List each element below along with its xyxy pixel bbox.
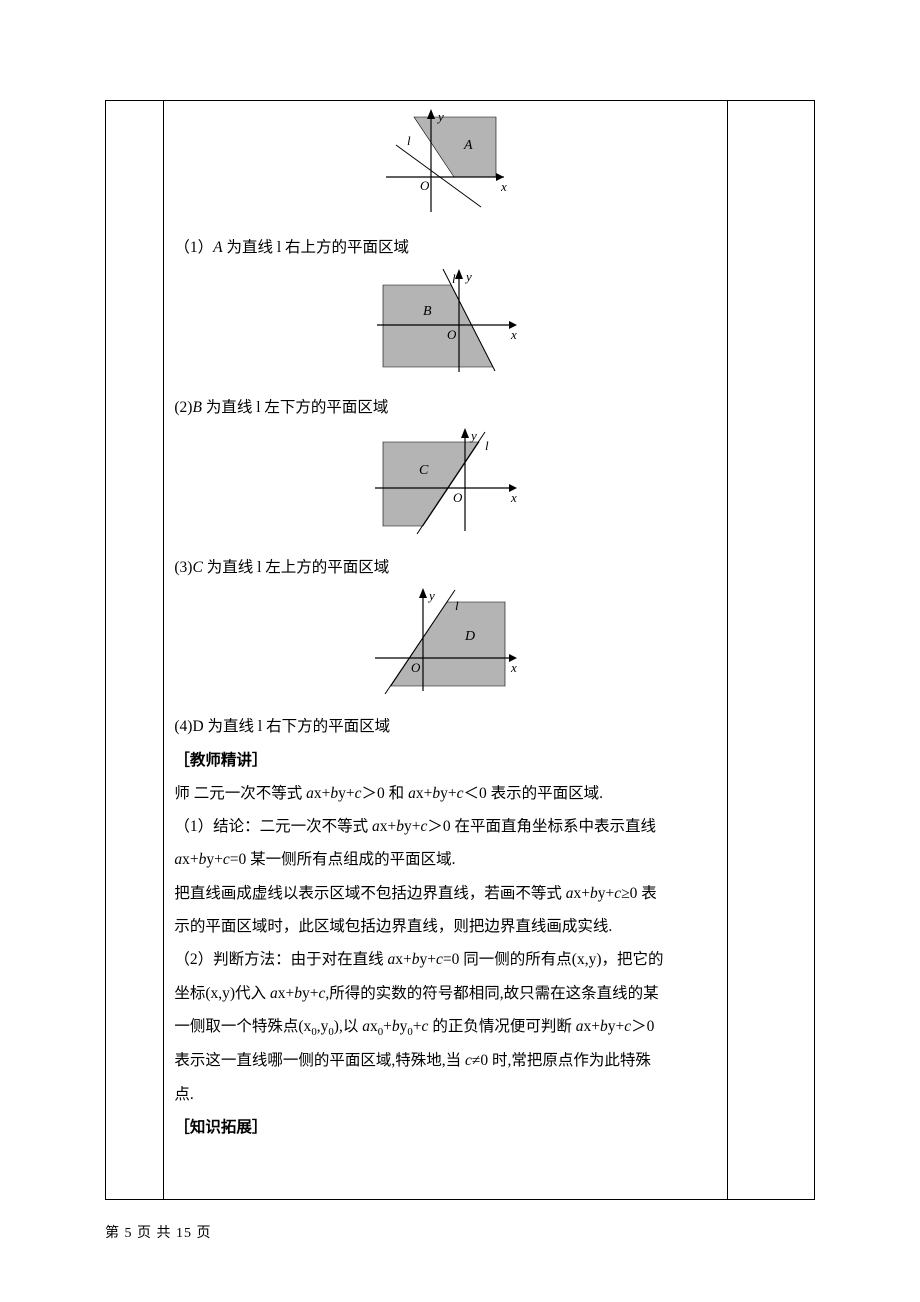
t2: ＞0 和: [362, 785, 409, 802]
para2: ax+by+c=0 某一侧所有点组成的平面区域.: [174, 843, 717, 876]
p3a: 把直线画成虚线以表示区域不包括边界直线，若画不等式: [174, 885, 565, 902]
y-label: y: [427, 588, 435, 603]
p7b: ,y: [317, 1018, 329, 1035]
p7d: 的正负情况便可判断: [428, 1018, 575, 1035]
t1: 师 二元一次不等式: [174, 785, 306, 802]
page: y x O l A （1）A 为直线 l 右上方的平面区域 y x O l B …: [0, 0, 920, 1302]
para6: 坐标(x,y)代入 ax+by+c,所得的实数的符号都相同,故只需在这条直线的某: [174, 977, 717, 1010]
region-label: A: [463, 138, 473, 153]
caption-c: (3)C 为直线 l 左上方的平面区域: [174, 551, 717, 584]
footer-a: 第: [105, 1226, 120, 1241]
figure-a: y x O l A: [174, 107, 717, 229]
line-shi: 师 二元一次不等式 ax+by+c＞0 和 ax+by+c＜0 表示的平面区域.: [174, 777, 717, 810]
p7c: ),以: [334, 1018, 362, 1035]
y-label: y: [464, 269, 472, 284]
caption-c-var: C: [192, 559, 202, 576]
right-margin-cell: [727, 101, 814, 1200]
caption-b-text: 为直线 l 左下方的平面区域: [202, 399, 388, 416]
x-label: x: [510, 490, 517, 505]
content-body: y x O l A （1）A 为直线 l 右上方的平面区域 y x O l B …: [174, 107, 717, 1144]
para4: 示的平面区域时，此区域包括边界直线，则把边界直线画成实线.: [174, 910, 717, 943]
region-label: C: [419, 463, 429, 478]
caption-d-text: 为直线 l 右下方的平面区域: [204, 718, 390, 735]
line-label: l: [485, 438, 489, 453]
content-table: y x O l A （1）A 为直线 l 右上方的平面区域 y x O l B …: [105, 100, 815, 1200]
para7: 一侧取一个特殊点(x0,y0),以 ax0+by0+c 的正负情况便可判断 ax…: [174, 1010, 717, 1044]
t3: ＜0 表示的平面区域.: [463, 785, 603, 802]
region-a-shape: [414, 117, 496, 177]
figure-d-svg: y x O l D: [367, 586, 525, 696]
origin-label: O: [411, 660, 421, 675]
p6b: ,所得的实数的符号都相同,故只需在这条直线的某: [325, 985, 658, 1002]
p6a: 坐标(x,y)代入: [174, 985, 270, 1002]
figure-b: y x O l B: [174, 267, 717, 389]
p1b: ＞0 在平面直角坐标系中表示直线: [427, 818, 656, 835]
origin-label: O: [420, 178, 430, 193]
origin-label: O: [447, 327, 457, 342]
section-teacher: ［教师精讲］: [174, 744, 717, 777]
para1: （1）结论：二元一次不等式 ax+by+c＞0 在平面直角坐标系中表示直线: [174, 810, 717, 843]
main-cell: y x O l A （1）A 为直线 l 右上方的平面区域 y x O l B …: [164, 101, 728, 1200]
line-label: l: [452, 271, 456, 286]
region-label: B: [423, 304, 432, 319]
x-label: x: [510, 660, 517, 675]
caption-d-prefix: (4): [174, 718, 192, 735]
para3: 把直线画成虚线以表示区域不包括边界直线，若画不等式 ax+by+c≥0 表: [174, 877, 717, 910]
caption-a: （1）A 为直线 l 右上方的平面区域: [174, 231, 717, 264]
footer-c: 页: [197, 1226, 212, 1241]
y-arrow: [461, 428, 469, 438]
line-label: l: [407, 133, 411, 148]
p1a: （1）结论：二元一次不等式: [174, 818, 372, 835]
y-label: y: [469, 428, 477, 443]
caption-c-text: 为直线 l 左上方的平面区域: [203, 559, 389, 576]
para5: （2）判断方法：由于对在直线 ax+by+c=0 同一侧的所有点(x,y)，把它…: [174, 943, 717, 976]
caption-d-var: D: [192, 718, 203, 735]
caption-d: (4)D 为直线 l 右下方的平面区域: [174, 710, 717, 743]
page-footer: 第 5 页 共 15 页: [105, 1219, 212, 1250]
p5b: =0 同一侧的所有点(x,y)，把它的: [443, 951, 664, 968]
p2a: =0 某一侧所有点组成的平面区域.: [230, 851, 456, 868]
y-arrow: [455, 269, 463, 279]
p7a: 一侧取一个特殊点(x: [174, 1018, 311, 1035]
region-label: D: [464, 629, 475, 644]
p5a: （2）判断方法：由于对在直线: [174, 951, 387, 968]
figure-d: y x O l D: [174, 586, 717, 708]
caption-b-var: B: [192, 399, 201, 416]
region-d-shape: [391, 602, 505, 686]
y-label: y: [436, 109, 444, 124]
caption-b: (2)B 为直线 l 左下方的平面区域: [174, 391, 717, 424]
figure-b-svg: y x O l B: [367, 267, 525, 377]
x-label: x: [510, 327, 517, 342]
figure-c: y x O l C: [174, 426, 717, 548]
x-label: x: [500, 179, 507, 194]
figure-c-svg: y x O l C: [367, 426, 525, 536]
caption-c-prefix: (3): [174, 559, 192, 576]
origin-label: O: [453, 490, 463, 505]
footer-page: 5: [125, 1226, 133, 1241]
line-label: l: [455, 598, 459, 613]
para8: 表示这一直线哪一侧的平面区域,特殊地,当 c≠0 时,常把原点作为此特殊: [174, 1044, 717, 1077]
caption-b-prefix: (2): [174, 399, 192, 416]
section-extend: ［知识拓展］: [174, 1111, 717, 1144]
left-margin-cell: [106, 101, 164, 1200]
figure-a-svg: y x O l A: [376, 107, 516, 217]
caption-a-prefix: （1）: [174, 239, 213, 256]
p8b: ≠0 时,常把原点作为此特殊: [472, 1052, 651, 1069]
footer-total: 15: [176, 1226, 192, 1241]
p7e: ＞0: [631, 1018, 654, 1035]
p3b: ≥0 表: [621, 885, 657, 902]
region-b-shape: [383, 285, 493, 367]
footer-b: 页 共: [137, 1226, 172, 1241]
caption-a-var: A: [213, 239, 222, 256]
y-arrow: [427, 109, 435, 119]
p8a: 表示这一直线哪一侧的平面区域,特殊地,当: [174, 1052, 465, 1069]
y-arrow: [419, 588, 427, 598]
caption-a-text: 为直线 l 右上方的平面区域: [223, 239, 409, 256]
para9: 点.: [174, 1078, 717, 1111]
